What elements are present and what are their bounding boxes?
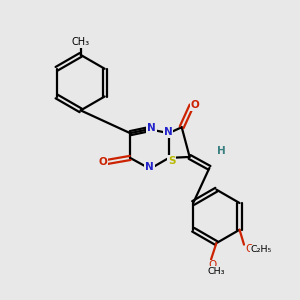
Text: C₂H₅: C₂H₅ [250, 245, 272, 254]
Text: CH₃: CH₃ [72, 37, 90, 47]
Text: H: H [217, 146, 225, 156]
Text: O: O [246, 244, 254, 254]
Text: N: N [164, 127, 172, 137]
Text: O: O [209, 260, 217, 270]
Text: S: S [168, 156, 176, 166]
Text: O: O [99, 157, 107, 167]
Text: N: N [145, 162, 154, 172]
Text: CH₃: CH₃ [208, 267, 225, 276]
Text: O: O [191, 100, 200, 110]
Text: N: N [147, 123, 156, 133]
